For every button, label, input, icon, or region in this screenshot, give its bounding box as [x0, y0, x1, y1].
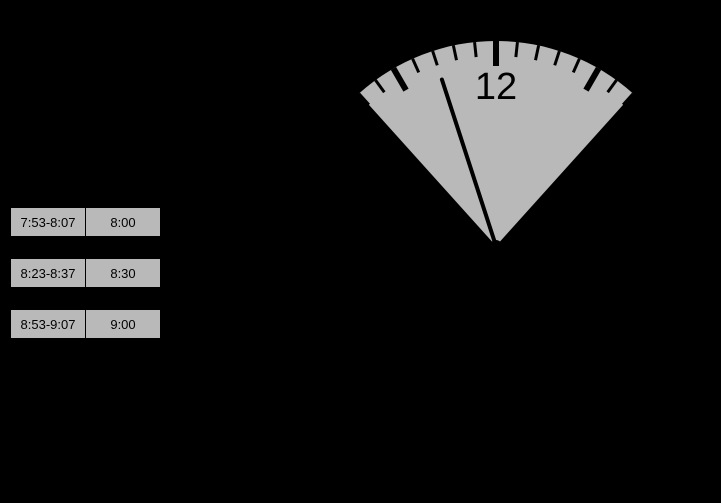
clock-tick-minor	[295, 286, 310, 289]
clock-tick-minor	[670, 163, 684, 169]
clock-tick-major	[652, 144, 674, 157]
time-value-cell: 8:30	[86, 259, 161, 288]
clock-tick-minor	[516, 42, 518, 57]
clock-tick-minor	[433, 427, 438, 441]
clock-tick-major	[318, 144, 340, 157]
clock-tick-minor	[685, 225, 700, 227]
time-range-cell: 7:53-8:07	[11, 208, 86, 237]
clock-tick-minor	[516, 435, 518, 450]
clock-tick-minor	[330, 358, 342, 367]
clock-tick-minor	[453, 432, 456, 447]
clock-tick-minor	[301, 305, 315, 310]
clock-tick-minor	[359, 387, 369, 398]
clock-face: 12	[276, 26, 716, 466]
clock-tick-minor	[637, 109, 648, 119]
clock-tick-minor	[475, 435, 477, 450]
clock-tick-minor	[608, 400, 617, 412]
clock-tick-minor	[536, 432, 539, 447]
clock-tick-major	[586, 402, 599, 424]
clock-numeral-12: 12	[475, 66, 517, 108]
clock-hub	[490, 240, 502, 252]
clock-tick-minor	[292, 266, 307, 268]
clock-tick-minor	[685, 266, 700, 268]
clock-tick-minor	[344, 373, 355, 383]
clock-tick-minor	[650, 126, 662, 135]
clock-tick-major	[318, 336, 340, 349]
time-value-cell: 8:00	[86, 208, 161, 237]
clock-tick-minor	[475, 42, 477, 57]
clock-tick-minor	[555, 427, 560, 441]
clock-tick-minor	[650, 358, 662, 367]
clock-tick-minor	[413, 420, 419, 434]
time-row: 7:53-8:078:00	[10, 207, 161, 237]
time-range-cell: 8:23-8:37	[11, 259, 86, 288]
clock-tick-major	[652, 336, 674, 349]
clock-tick-minor	[301, 183, 315, 188]
clock-tick-minor	[682, 203, 697, 206]
time-row: 8:53-9:079:00	[10, 309, 161, 339]
time-range-cell: 8:53-9:07	[11, 310, 86, 339]
clock-tick-minor	[309, 323, 323, 329]
clock-tick-minor	[670, 323, 684, 329]
time-row: 8:23-8:378:30	[10, 258, 161, 288]
time-value-cell: 9:00	[86, 310, 161, 339]
clock-tick-minor	[637, 373, 648, 383]
clock-tick-minor	[295, 203, 310, 206]
clock-tick-minor	[573, 420, 579, 434]
clock-tick-minor	[292, 225, 307, 227]
clock-tick-minor	[623, 387, 633, 398]
clock-tick-minor	[682, 286, 697, 289]
clock-tick-minor	[330, 126, 342, 135]
clock-tick-minor	[677, 183, 691, 188]
clock-tick-major	[394, 402, 407, 424]
clock-tick-minor	[309, 163, 323, 169]
clock: 12	[276, 26, 716, 471]
clock-tick-minor	[677, 305, 691, 310]
clock-tick-minor	[376, 400, 385, 412]
clock-tick-minor	[344, 109, 355, 119]
